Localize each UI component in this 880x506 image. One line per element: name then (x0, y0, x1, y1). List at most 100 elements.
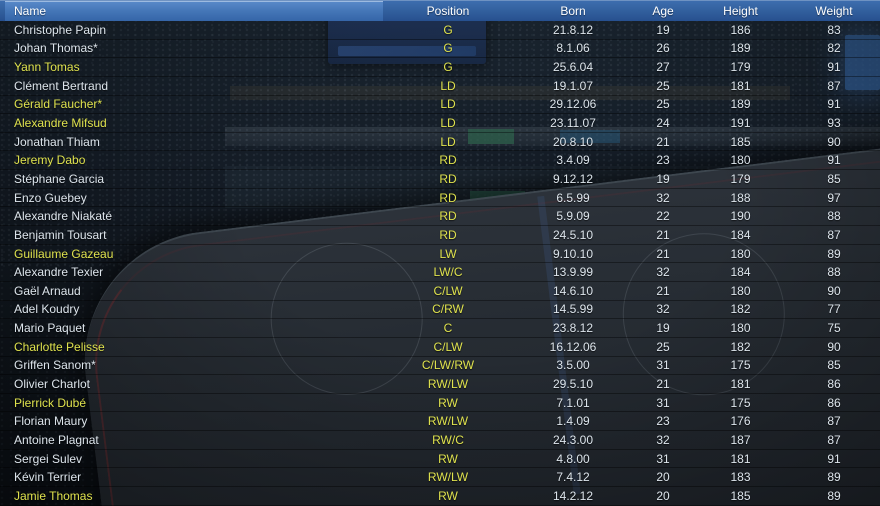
player-row[interactable]: Griffen Sanom* C/LW/RW 3.5.00 31 175 85 (0, 357, 880, 376)
player-weight: 89 (827, 470, 841, 485)
player-name[interactable]: Sergei Sulev (14, 451, 83, 466)
player-name[interactable]: Olivier Charlot (14, 376, 91, 391)
player-age: 21 (656, 227, 670, 242)
player-row[interactable]: Jamie Thomas RW 14.2.12 20 185 89 (0, 487, 880, 506)
player-age: 21 (656, 246, 670, 261)
player-name[interactable]: Adel Koudry (14, 302, 80, 317)
player-name[interactable]: Jeremy Dabo (14, 153, 86, 168)
player-born: 24.3.00 (552, 432, 594, 447)
player-row[interactable]: Christophe Papin G 21.8.12 19 186 83 (0, 21, 880, 40)
player-row[interactable]: Mario Paquet C 23.8.12 19 180 75 (0, 319, 880, 338)
player-row[interactable]: Antoine Plagnat RW/C 24.3.00 32 187 87 (0, 431, 880, 450)
column-header-name[interactable]: Name (14, 4, 47, 18)
player-name[interactable]: Jonathan Thiam (14, 134, 100, 149)
player-name[interactable]: Alexandre Texier (14, 265, 104, 280)
player-row[interactable]: Florian Maury RW/LW 1.4.09 23 176 87 (0, 412, 880, 432)
player-height: 180 (730, 283, 751, 298)
jumbotron-glow (845, 35, 880, 90)
player-name[interactable]: Antoine Plagnat (14, 432, 99, 447)
player-age: 25 (656, 339, 670, 354)
led-board-green-segment (468, 129, 514, 144)
player-name[interactable]: Enzo Guebey (14, 190, 87, 205)
player-row[interactable]: Guillaume Gazeau LW 9.10.10 21 180 89 (0, 245, 880, 264)
player-weight: 91 (827, 451, 841, 466)
player-name[interactable]: Pierrick Dubé (14, 395, 87, 410)
player-position: C/LW (433, 339, 463, 354)
column-header-age[interactable]: Age (652, 4, 674, 18)
player-name[interactable]: Stéphane Garcia (14, 171, 105, 186)
player-height: 181 (730, 451, 751, 466)
player-row[interactable]: Gérald Faucher* LD 29.12.06 25 189 91 (0, 96, 880, 115)
player-row[interactable]: Pierrick Dubé RW 7.1.01 31 175 86 (0, 394, 880, 413)
player-row[interactable]: Olivier Charlot RW/LW 29.5.10 21 181 86 (0, 375, 880, 394)
player-row[interactable]: Adel Koudry C/RW 14.5.99 32 182 77 (0, 301, 880, 320)
player-row[interactable]: Benjamin Tousart RD 24.5.10 21 184 87 (0, 226, 880, 245)
player-name[interactable]: Jamie Thomas (14, 488, 93, 503)
player-row[interactable]: Jonathan Thiam LD 20.8.10 21 185 90 (0, 133, 880, 152)
player-name[interactable]: Griffen Sanom* (14, 358, 96, 373)
player-position: LW/C (433, 265, 463, 280)
player-position: G (443, 22, 453, 37)
player-name[interactable]: Alexandre Mifsud (14, 116, 107, 131)
player-name[interactable]: Johan Thomas* (14, 41, 98, 56)
player-name[interactable]: Gérald Faucher* (14, 97, 103, 112)
player-row[interactable]: Clément Bertrand LD 19.1.07 25 181 87 (0, 77, 880, 96)
player-weight: 75 (827, 321, 841, 336)
player-height: 175 (730, 395, 751, 410)
player-born: 29.5.10 (552, 376, 594, 391)
player-row[interactable]: Alexandre Texier LW/C 13.9.99 32 184 88 (0, 263, 880, 282)
player-born: 7.4.12 (556, 470, 590, 485)
player-name[interactable]: Charlotte Pelisse (14, 339, 105, 354)
player-name[interactable]: Alexandre Niakaté (14, 209, 113, 224)
player-born: 20.8.10 (552, 134, 594, 149)
player-age: 31 (656, 358, 670, 373)
column-header-height[interactable]: Height (723, 4, 758, 18)
player-row[interactable]: Jeremy Dabo RD 3.4.09 23 180 91 (0, 151, 880, 171)
player-weight: 87 (827, 78, 841, 93)
column-header-born[interactable]: Born (560, 4, 586, 18)
player-position: C (443, 321, 453, 336)
column-header-weight[interactable]: Weight (815, 4, 853, 18)
player-name[interactable]: Christophe Papin (14, 22, 107, 37)
player-row[interactable]: Johan Thomas* G 8.1.06 26 189 82 (0, 40, 880, 59)
player-weight: 91 (827, 97, 841, 112)
player-name[interactable]: Florian Maury (14, 414, 88, 429)
player-height: 183 (730, 470, 751, 485)
player-born: 3.5.00 (556, 358, 590, 373)
player-age: 19 (656, 22, 670, 37)
player-height: 186 (730, 22, 751, 37)
player-born: 14.5.99 (552, 302, 594, 317)
player-weight: 86 (827, 395, 841, 410)
player-height: 180 (730, 321, 751, 336)
player-position: LD (440, 78, 456, 93)
player-row[interactable]: Charlotte Pelisse C/LW 16.12.06 25 182 9… (0, 338, 880, 357)
player-height: 180 (730, 246, 751, 261)
player-age: 32 (656, 432, 670, 447)
player-age: 31 (656, 451, 670, 466)
player-name[interactable]: Mario Paquet (14, 321, 86, 336)
player-row[interactable]: Yann Tomas G 25.6.04 27 179 91 (0, 58, 880, 77)
player-row[interactable]: Sergei Sulev RW 4.8.00 31 181 91 (0, 450, 880, 469)
player-row[interactable]: Stéphane Garcia RD 9.12.12 19 179 85 (0, 170, 880, 189)
player-born: 24.5.10 (552, 227, 594, 242)
player-row[interactable]: Alexandre Niakaté RD 5.9.09 22 190 88 (0, 207, 880, 227)
player-height: 176 (730, 414, 751, 429)
player-row[interactable]: Alexandre Mifsud LD 23.11.07 24 191 93 (0, 114, 880, 133)
player-weight: 90 (827, 339, 841, 354)
column-header-position[interactable]: Position (426, 4, 470, 18)
player-born: 29.12.06 (549, 97, 597, 112)
player-age: 32 (656, 190, 670, 205)
player-row[interactable]: Kévin Terrier RW/LW 7.4.12 20 183 89 (0, 468, 880, 488)
player-name[interactable]: Guillaume Gazeau (14, 246, 114, 261)
player-name[interactable]: Yann Tomas (14, 60, 80, 75)
player-row[interactable]: Enzo Guebey RD 6.5.99 32 188 97 (0, 189, 880, 208)
player-weight: 87 (827, 432, 841, 447)
player-born: 1.4.09 (556, 414, 590, 429)
player-born: 23.11.07 (550, 116, 596, 131)
player-position: LD (440, 97, 456, 112)
player-name[interactable]: Gaël Arnaud (14, 283, 81, 298)
player-name[interactable]: Clément Bertrand (14, 78, 109, 93)
player-name[interactable]: Benjamin Tousart (14, 227, 107, 242)
player-name[interactable]: Kévin Terrier (14, 470, 82, 485)
player-row[interactable]: Gaël Arnaud C/LW 14.6.10 21 180 90 (0, 282, 880, 301)
